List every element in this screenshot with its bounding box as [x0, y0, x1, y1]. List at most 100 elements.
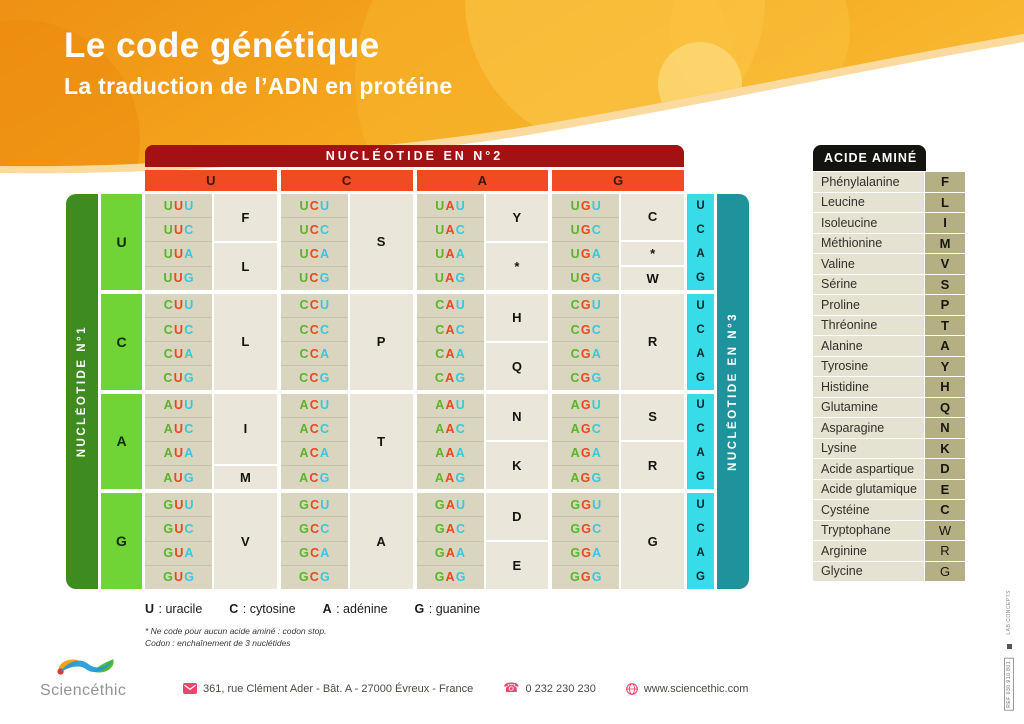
amino-row: Méthionine M	[813, 233, 965, 253]
amino-name: Méthionine	[813, 233, 924, 253]
phone-group: ☎ 0 232 230 230	[503, 681, 596, 696]
amino-stack: L	[214, 293, 277, 390]
amino-name: Valine	[813, 254, 924, 274]
codon-letter: G	[184, 570, 194, 585]
amino-stack: V	[214, 493, 277, 589]
codon-column-G: U G U U G C U G A U G G C * W C G U C G C C G A C G G R A G U A G C A G A A G G…	[552, 194, 684, 589]
brand-logo-icon	[57, 659, 114, 675]
codon-letter: G	[319, 470, 330, 485]
codon-letter: C	[309, 446, 319, 461]
codon-letter: G	[299, 546, 309, 561]
amino-code-cell: P	[349, 293, 413, 390]
codon-letter: G	[580, 398, 591, 413]
phone-number: 0 232 230 230	[525, 682, 596, 695]
amino-row: Phénylalanine F	[813, 172, 965, 192]
codon-letter: U	[299, 246, 309, 261]
amino-row: Valine V	[813, 254, 965, 274]
codon-letter: A	[299, 470, 309, 485]
codon-letter: U	[173, 298, 184, 313]
side-print: LAB CONCEPTS REF 030 910 801	[999, 590, 1019, 711]
side-print-text: LAB CONCEPTS	[1006, 590, 1012, 635]
codon-letter: A	[455, 246, 465, 261]
codon-letter: A	[163, 422, 173, 437]
website-group: www.sciencethic.com	[625, 683, 748, 695]
amino-row: Leucine L	[813, 192, 965, 212]
side-print-ref: REF 030 910 801	[1004, 657, 1014, 711]
footnote-stop-codon: * Ne code pour aucun acide aminé : codon…	[145, 626, 327, 636]
col-header-G: G	[552, 170, 684, 191]
amino-letter: D	[925, 459, 965, 479]
codon-letter: A	[456, 546, 466, 561]
axis-nucleotide-2: NUCLÉOTIDE EN N°2	[145, 145, 684, 167]
header-wave	[0, 0, 1024, 174]
codon-letter: A	[435, 446, 445, 461]
codon-letter: C	[319, 222, 329, 237]
codon-letter: C	[592, 522, 602, 537]
amino-letter: K	[925, 438, 965, 458]
codon-letter: A	[445, 570, 455, 585]
codon-letter: A	[570, 422, 580, 437]
codon-letter: A	[434, 470, 444, 485]
codon-letter: C	[319, 422, 329, 437]
codon-letter: C	[434, 370, 444, 385]
amino-code-cell: T	[349, 393, 413, 490]
codon-letter: G	[581, 522, 591, 537]
codon-letter: U	[184, 298, 194, 313]
axis-nucleotide-3: NUCLÉOTIDE EN N°3	[717, 194, 749, 589]
amino-code-cell: *	[621, 241, 684, 265]
legend-G: G : guanine	[414, 602, 481, 616]
codon-letter: U	[173, 346, 184, 361]
amino-letter: G	[925, 561, 965, 581]
codon-letter: G	[580, 346, 591, 361]
codon-letter: A	[445, 370, 455, 385]
amino-code-cell: K	[485, 442, 549, 490]
codon-letter: G	[580, 422, 591, 437]
footer-contact: 361, rue Clément Ader - Bât. A - 27000 É…	[183, 681, 778, 696]
amino-letter: P	[925, 295, 965, 315]
amino-code-cell: Y	[485, 194, 549, 241]
codon-letter: A	[445, 398, 455, 413]
amino-code-cell: N	[485, 393, 549, 441]
codon-letter: C	[319, 322, 329, 337]
codon-letter: G	[299, 497, 309, 512]
codon-letter: G	[580, 222, 591, 237]
amino-letter: L	[925, 192, 965, 212]
codon-letter: U	[174, 546, 184, 561]
amino-row: Tryptophane W	[813, 520, 965, 540]
codon-letter: A	[184, 546, 194, 561]
codon-letter: A	[320, 546, 330, 561]
codon-letter: G	[570, 522, 581, 537]
codon-letter: C	[163, 298, 173, 313]
amino-code-cell: A	[349, 493, 413, 589]
codon-letter: G	[580, 198, 591, 213]
codon-letter: A	[455, 346, 465, 361]
amino-row: Lysine K	[813, 438, 965, 458]
codon-letter: A	[591, 346, 601, 361]
amino-letter: Y	[925, 356, 965, 376]
